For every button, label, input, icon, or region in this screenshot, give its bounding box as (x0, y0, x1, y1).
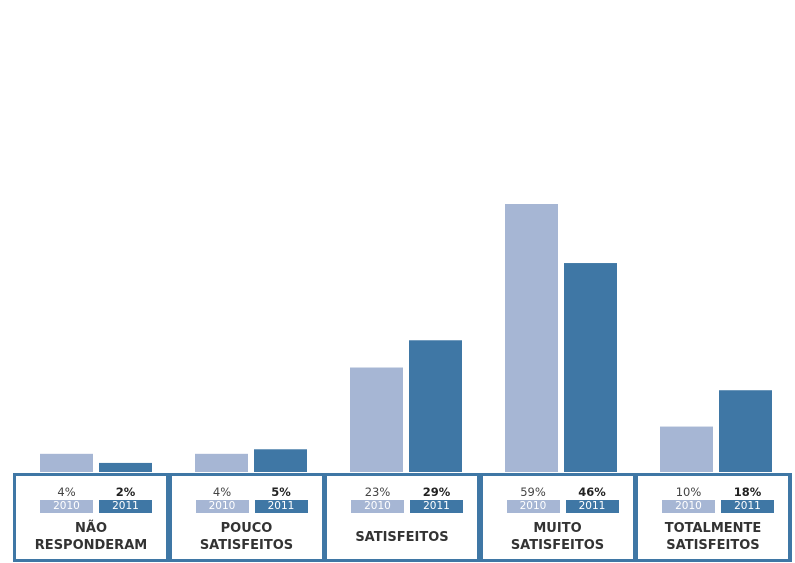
legend-year-2011: 2011 (721, 500, 774, 513)
year-legend: 2010 2011 (327, 500, 477, 513)
bar-2011-2 (409, 340, 462, 472)
bar-2011-4 (719, 390, 772, 472)
value-labels: 10% 18% (638, 486, 788, 498)
category-box: 4% 5% 2010 2011 POUCO SATISFEITOS (171, 476, 322, 559)
data-label-2011: 2% (115, 485, 136, 499)
year-legend: 2010 2011 (638, 500, 788, 513)
category-label: TOTALMENTE SATISFEITOS (664, 521, 762, 553)
data-label-2011: 5% (271, 485, 291, 499)
category-box: 4% 2% 2010 2011 NÃO RESPONDERAM (16, 476, 166, 559)
data-label-2010: 23% (364, 485, 391, 499)
value-labels: 59% 46% (483, 486, 633, 498)
bar-2010-4 (660, 426, 713, 472)
value-labels: 4% 5% (172, 486, 322, 498)
bar-2010-2 (350, 367, 403, 472)
category-label: MUITO SATISFEITOS (510, 521, 605, 553)
category-box: 59% 46% 2010 2011 MUITO SATISFEITOS (482, 476, 633, 559)
category-label: NÃO RESPONDERAM (34, 521, 148, 553)
data-label-2010: 4% (212, 485, 232, 499)
data-label-2010: 10% (675, 485, 702, 499)
legend-year-2010: 2010 (662, 500, 715, 513)
category-label: POUCO SATISFEITOS (199, 521, 294, 553)
year-legend: 2010 2011 (483, 500, 633, 513)
year-legend: 2010 2011 (172, 500, 322, 513)
data-label-2011: 46% (578, 485, 606, 499)
bar-2011-0 (99, 462, 152, 472)
data-label-2010: 59% (520, 485, 546, 499)
legend-year-2010: 2010 (351, 500, 404, 513)
data-label-2011: 29% (422, 485, 451, 499)
legend-year-2011: 2011 (565, 500, 619, 513)
data-label-2011: 18% (733, 485, 762, 499)
category-boxes: 4% 2% 2010 2011 NÃO RESPONDERAM 4% 5% 2010 2011 P… (13, 473, 792, 562)
legend-year-2011: 2011 (254, 500, 308, 513)
bar-2010-0 (40, 453, 93, 472)
bar-2011-3 (564, 263, 617, 472)
legend-year-2010: 2010 (195, 500, 249, 513)
value-labels: 23% 29% (327, 486, 477, 498)
value-labels: 4% 2% (16, 486, 166, 498)
legend-year-2011: 2011 (99, 500, 152, 513)
category-box: 10% 18% 2010 2011 TOTALMENTE SATISFEITOS (638, 476, 788, 559)
bar-chart (40, 204, 772, 472)
category-label: SATISFEITOS (355, 529, 449, 545)
year-legend: 2010 2011 (16, 500, 166, 513)
legend-year-2011: 2011 (410, 500, 463, 513)
legend-year-2010: 2010 (506, 500, 560, 513)
bar-2010-1 (195, 453, 248, 472)
legend-year-2010: 2010 (40, 500, 93, 513)
bar-2011-1 (254, 449, 307, 472)
category-box: 23% 29% 2010 2011 SATISFEITOS (327, 476, 477, 559)
data-label-2010: 4% (57, 485, 76, 499)
bar-2010-3 (505, 204, 558, 472)
